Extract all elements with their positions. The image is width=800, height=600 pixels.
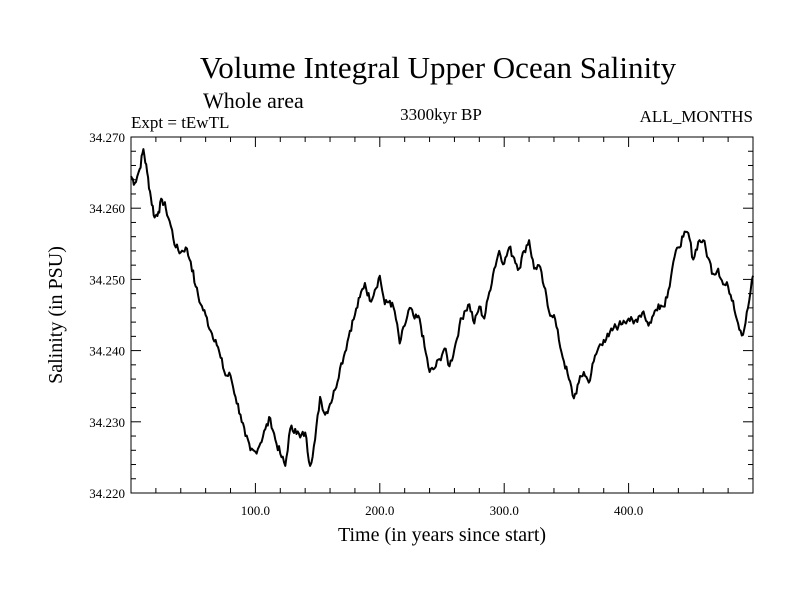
y-tick-label: 34.240 [89, 344, 125, 359]
months-label: ALL_MONTHS [639, 107, 753, 126]
y-tick-label: 34.230 [89, 415, 125, 430]
x-tick-label: 100.0 [241, 503, 270, 518]
y-axis-label: Salinity (in PSU) [45, 246, 67, 384]
y-tick-label: 34.270 [89, 130, 125, 145]
plot-frame [130, 136, 754, 494]
x-axis-label: Time (in years since start) [338, 524, 546, 546]
series-line-salinity [130, 148, 754, 467]
period-label: 3300kyr BP [400, 105, 482, 124]
experiment-label: Expt = tEwTL [131, 113, 230, 132]
chart-subtitle: Whole area [203, 88, 304, 113]
chart-title: Volume Integral Upper Ocean Salinity [199, 50, 677, 85]
y-tick-label: 34.220 [89, 486, 125, 501]
y-tick-label: 34.260 [89, 201, 125, 216]
x-tick-label: 400.0 [614, 503, 643, 518]
x-tick-label: 200.0 [365, 503, 394, 518]
x-tick-label: 300.0 [490, 503, 519, 518]
y-tick-label: 34.250 [89, 272, 125, 287]
